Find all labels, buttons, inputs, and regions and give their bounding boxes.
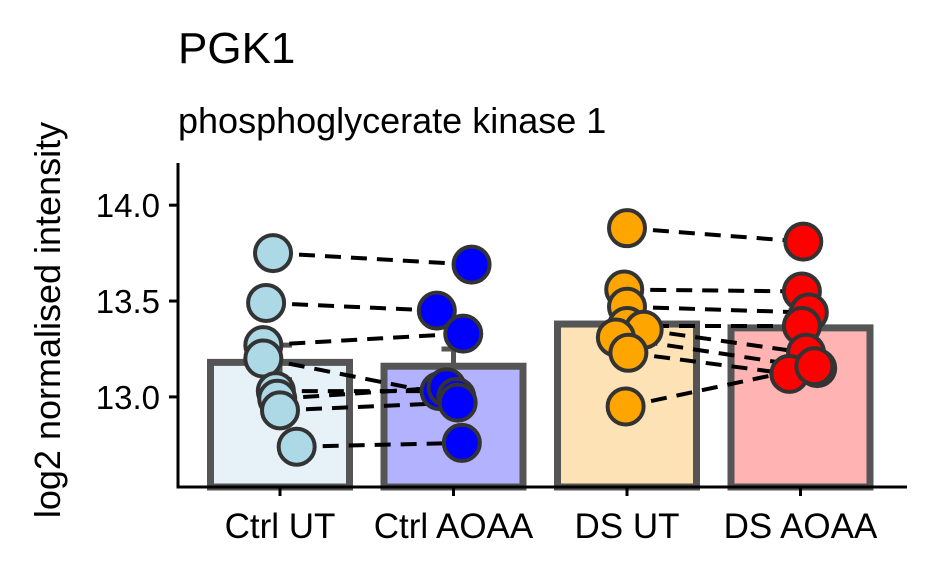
data-point-1-7	[441, 422, 482, 463]
paired-line-0-1-5	[277, 385, 447, 401]
y-tick-label-2: 14.0	[96, 187, 160, 224]
data-point-1-6	[437, 382, 478, 423]
paired-line-2-3-6	[628, 350, 790, 376]
data-point-0-6	[260, 390, 300, 431]
x-tick-label-2: DS UT	[575, 507, 680, 546]
y-tick-label-0: 13.0	[96, 379, 160, 416]
data-point-1-2	[443, 313, 484, 354]
paired-line-0-1-2	[263, 331, 464, 348]
data-point-0-7	[276, 426, 317, 467]
x-tick-label-1: Ctrl AOAA	[374, 507, 534, 546]
paired-line-0-1-1	[266, 300, 437, 313]
bar-3	[727, 324, 874, 491]
x-tick-label-0: Ctrl UT	[225, 507, 336, 546]
data-point-1-1	[416, 290, 457, 331]
paired-line-2-3-4	[643, 327, 807, 355]
y-tick-label-1: 13.5	[96, 283, 160, 320]
paired-line-2-3-1	[624, 287, 802, 294]
paired-line-2-3-2	[626, 304, 809, 315]
data-point-0-1	[246, 282, 287, 323]
paired-line-0-1-6	[279, 400, 458, 413]
data-point-2-0	[607, 208, 647, 249]
data-point-0-0	[253, 233, 294, 274]
data-point-1-0	[451, 244, 492, 285]
data-point-3-7	[794, 346, 835, 387]
chart-subtitle: phosphoglycerate kinase 1	[178, 100, 606, 141]
paired-line-0-1-0	[272, 251, 472, 267]
chart-title: PGK1	[178, 24, 295, 73]
y-axis-label: log2 normalised intensity	[27, 122, 68, 518]
data-point-2-7	[605, 386, 646, 427]
plot-area: 13.0 13.5 14.0 Ctrl UT Ctrl AOAA DS UT DS AOAA	[96, 163, 907, 546]
data-point-2-6	[608, 332, 649, 373]
x-tick-label-3: DS AOAA	[724, 507, 878, 546]
paired-line-2-3-0	[626, 226, 804, 244]
data-point-3-0	[783, 221, 824, 262]
paired-line-0-1-7	[296, 440, 462, 449]
